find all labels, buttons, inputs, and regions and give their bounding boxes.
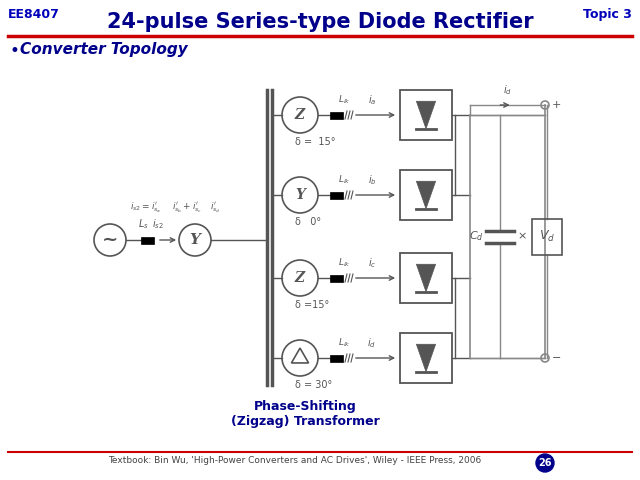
Text: $L_{lk}$: $L_{lk}$ (338, 336, 350, 349)
Text: Topic 3: Topic 3 (583, 8, 632, 21)
Text: $i_{c}$: $i_{c}$ (368, 256, 376, 270)
Text: $i_{s2}$: $i_{s2}$ (152, 217, 163, 231)
Text: $i_{s2}=i^{\prime}_{s_a}$: $i_{s2}=i^{\prime}_{s_a}$ (130, 200, 161, 215)
Text: EE8407: EE8407 (8, 8, 60, 21)
Circle shape (536, 454, 554, 472)
Bar (532, 218, 562, 254)
Text: ~: ~ (102, 231, 118, 249)
Bar (400, 90, 452, 140)
Polygon shape (417, 181, 436, 209)
Text: 26: 26 (538, 458, 552, 468)
Text: δ =15°: δ =15° (295, 300, 329, 310)
Bar (400, 253, 452, 303)
Bar (400, 333, 452, 383)
Text: $i_d$: $i_d$ (503, 83, 512, 97)
Polygon shape (417, 101, 436, 129)
Bar (330, 111, 343, 119)
Text: $C_d$: $C_d$ (469, 229, 484, 243)
Text: 24-pulse Series-type Diode Rectifier: 24-pulse Series-type Diode Rectifier (107, 12, 533, 32)
Bar (141, 237, 154, 243)
Bar (330, 355, 343, 361)
Text: Y: Y (295, 188, 305, 202)
Text: Z: Z (295, 108, 305, 122)
Polygon shape (417, 344, 436, 372)
Text: $i^{\prime}_{s_b}+i^{\prime}_{s_c}$: $i^{\prime}_{s_b}+i^{\prime}_{s_c}$ (172, 200, 202, 215)
Bar (400, 170, 452, 220)
Text: $L_{lk}$: $L_{lk}$ (338, 94, 350, 106)
Text: $\times$: $\times$ (517, 231, 527, 241)
Text: +: + (552, 100, 561, 110)
Text: $i^{\prime}_{s_d}$: $i^{\prime}_{s_d}$ (210, 200, 221, 215)
Text: $i_{d}$: $i_{d}$ (367, 336, 376, 350)
Text: $i_{b}$: $i_{b}$ (367, 173, 376, 187)
Text: $V_d$: $V_d$ (539, 229, 555, 244)
Text: δ = 30°: δ = 30° (295, 380, 332, 390)
Text: $L_{lk}$: $L_{lk}$ (338, 256, 350, 269)
Text: $L_s$: $L_s$ (138, 217, 149, 231)
Text: δ   0°: δ 0° (295, 217, 321, 227)
Polygon shape (417, 264, 436, 292)
Text: Phase-Shifting
(Zigzag) Transformer: Phase-Shifting (Zigzag) Transformer (230, 400, 380, 428)
Text: δ =  15°: δ = 15° (295, 137, 335, 147)
Bar (330, 275, 343, 281)
Text: Z: Z (295, 271, 305, 285)
Text: Y: Y (189, 233, 200, 247)
Text: $L_{lk}$: $L_{lk}$ (338, 173, 350, 186)
Text: •: • (10, 42, 20, 60)
Text: −: − (552, 353, 561, 363)
Text: Converter Topology: Converter Topology (20, 42, 188, 57)
Bar (330, 192, 343, 199)
Text: Textbook: Bin Wu, 'High-Power Converters and AC Drives', Wiley - IEEE Press, 200: Textbook: Bin Wu, 'High-Power Converters… (108, 456, 482, 465)
Text: $i_{a}$: $i_{a}$ (368, 93, 376, 107)
